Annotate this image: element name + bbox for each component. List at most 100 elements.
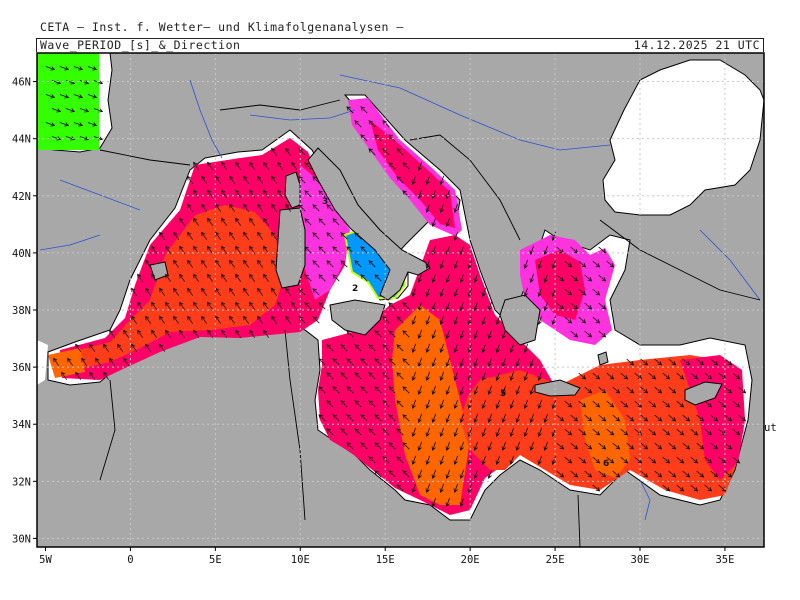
direction-arrow-icon — [570, 330, 579, 338]
direction-arrow-icon — [417, 441, 423, 451]
direction-arrow-icon — [271, 315, 278, 324]
direction-arrow-icon — [584, 442, 593, 450]
direction-arrow-icon — [556, 414, 565, 422]
direction-arrow-icon — [221, 329, 228, 338]
axis-ticks: 5W 0 5E 10E 15E 20E 25E 30E 35E 30N 32N 34N 36N 38N 40… — [12, 77, 734, 566]
direction-arrow-icon — [354, 232, 362, 240]
direction-arrow-icon — [374, 358, 382, 366]
direction-arrow-icon — [402, 470, 410, 478]
direction-arrow-icon — [201, 231, 208, 240]
direction-arrow-icon — [473, 441, 479, 451]
direction-arrow-icon — [374, 414, 382, 422]
direction-arrow-icon — [229, 315, 236, 324]
direction-arrow-icon — [312, 232, 320, 240]
direction-arrow-icon — [360, 442, 368, 450]
direction-arrow-icon — [368, 400, 376, 408]
direction-arrow-icon — [710, 358, 719, 366]
direction-arrow-icon — [79, 136, 90, 141]
direction-arrow-icon — [235, 329, 242, 338]
direction-arrow-icon — [445, 385, 451, 395]
direction-arrow-icon — [676, 400, 685, 408]
direction-arrow-icon — [495, 455, 501, 465]
direction-arrow-icon — [439, 399, 445, 409]
direction-arrow-icon — [235, 161, 242, 170]
direction-arrow-icon — [179, 273, 186, 282]
direction-arrow-icon — [312, 176, 320, 184]
direction-arrow-icon — [473, 329, 479, 339]
direction-arrow-icon — [368, 344, 376, 352]
river-danube — [339, 74, 611, 151]
direction-arrow-icon — [285, 287, 292, 296]
direction-arrow-icon — [648, 428, 657, 436]
direction-arrow-icon — [145, 343, 152, 352]
direction-arrow-icon — [145, 315, 152, 324]
direction-arrow-icon — [620, 372, 629, 380]
rhodes — [597, 351, 609, 366]
direction-arrow-icon — [263, 189, 270, 198]
direction-arrow-icon — [654, 386, 663, 394]
direction-arrow-icon — [606, 400, 615, 408]
lat-tick-label: 42N — [12, 191, 31, 203]
direction-arrow-icon — [411, 483, 417, 493]
direction-arrow-icon — [584, 330, 593, 338]
direction-arrow-icon — [201, 259, 208, 268]
direction-arrow-icon — [676, 372, 685, 380]
direction-arrow-icon — [584, 414, 593, 422]
direction-arrow-icon — [75, 371, 82, 380]
lon-tick-label: 10E — [291, 554, 310, 566]
direction-arrow-icon — [640, 386, 649, 394]
direction-arrow-icon — [173, 259, 180, 268]
direction-arrow-icon — [332, 246, 340, 254]
direction-arrow-icon — [584, 386, 593, 394]
direction-arrow-icon — [439, 259, 445, 269]
direction-arrow-icon — [396, 400, 404, 408]
direction-arrow-icon — [388, 358, 396, 366]
river-nile — [639, 479, 651, 521]
lon-tick-label: 20E — [461, 554, 480, 566]
direction-arrow-icon — [123, 329, 130, 338]
direction-arrow-icon — [417, 273, 423, 283]
direction-arrow-icon — [606, 428, 615, 436]
direction-arrow-icon — [207, 161, 214, 170]
direction-arrow-icon — [243, 315, 250, 324]
direction-arrow-icon — [592, 288, 601, 296]
direction-arrow-icon — [388, 162, 396, 170]
direction-arrow-icon — [382, 120, 390, 128]
direction-arrow-icon — [453, 371, 459, 381]
direction-arrow-icon — [326, 344, 334, 352]
direction-arrow-icon — [445, 469, 451, 479]
direction-arrow-icon — [221, 217, 228, 226]
direction-arrow-icon — [487, 329, 493, 339]
direction-arrow-icon — [249, 301, 256, 310]
direction-arrow-icon — [87, 94, 98, 99]
direction-arrow-icon — [346, 106, 354, 114]
direction-arrow-icon — [425, 259, 431, 269]
river-euphrates — [699, 229, 761, 301]
direction-arrow-icon — [312, 260, 320, 268]
direction-arrow-icon — [318, 358, 326, 366]
edge-label: ut — [764, 422, 777, 434]
direction-arrow-icon — [402, 358, 410, 366]
direction-arrow-icon — [187, 175, 194, 184]
direction-arrow-icon — [648, 400, 657, 408]
direction-arrow-icon — [263, 273, 270, 282]
direction-arrow-icon — [368, 120, 376, 128]
direction-arrow-icon — [551, 315, 557, 325]
lat-tick-label: 38N — [12, 305, 31, 317]
direction-arrow-icon — [360, 246, 368, 254]
direction-arrow-icon — [640, 442, 649, 450]
direction-arrow-icon — [564, 260, 573, 268]
direction-arrow-icon — [417, 161, 423, 171]
direction-arrow-icon — [235, 301, 242, 310]
direction-arrow-icon — [439, 455, 445, 465]
direction-arrow-icon — [523, 427, 529, 437]
direction-arrow-icon — [584, 302, 593, 310]
direction-arrow-icon — [662, 484, 671, 492]
direction-arrow-icon — [207, 301, 214, 310]
direction-arrow-icon — [396, 176, 404, 184]
direction-arrow-icon — [354, 120, 362, 128]
direction-arrow-icon — [537, 371, 543, 381]
direction-arrow-icon — [75, 343, 82, 352]
field-ionian-orange — [392, 305, 470, 505]
